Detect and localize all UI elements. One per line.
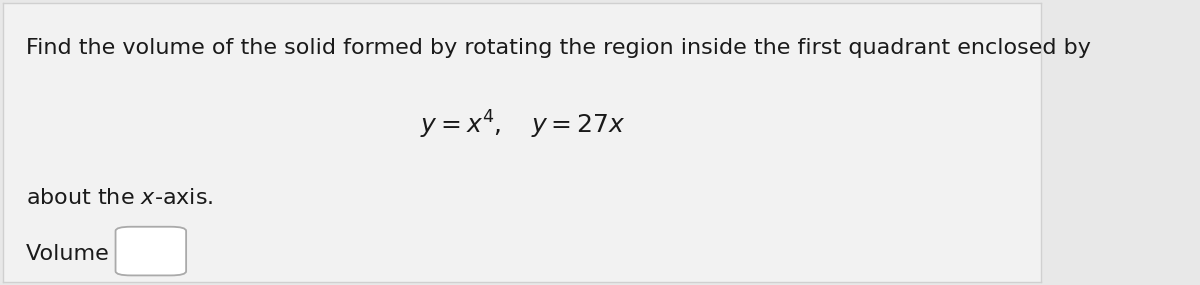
Text: Volume =: Volume = — [26, 244, 142, 264]
FancyBboxPatch shape — [115, 227, 186, 275]
Text: about the $x$-axis.: about the $x$-axis. — [26, 188, 214, 208]
Text: $y = x^4, \quad y = 27x$: $y = x^4, \quad y = 27x$ — [420, 108, 625, 141]
Text: Find the volume of the solid formed by rotating the region inside the first quad: Find the volume of the solid formed by r… — [26, 38, 1091, 58]
